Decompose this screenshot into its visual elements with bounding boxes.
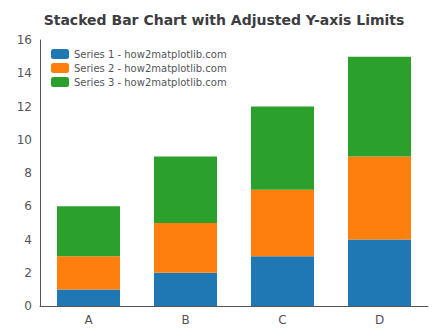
svg-text:Series 2 - how2matplotlib.com: Series 2 - how2matplotlib.com xyxy=(74,63,227,74)
svg-text:B: B xyxy=(181,313,189,327)
svg-text:Series 3 - how2matplotlib.com: Series 3 - how2matplotlib.com xyxy=(74,77,227,88)
svg-text:8: 8 xyxy=(24,166,32,180)
svg-text:14: 14 xyxy=(17,66,32,80)
svg-text:Stacked Bar Chart with Adjuste: Stacked Bar Chart with Adjusted Y-axis L… xyxy=(44,12,405,28)
svg-text:16: 16 xyxy=(17,33,32,47)
svg-text:6: 6 xyxy=(24,199,32,213)
svg-text:10: 10 xyxy=(17,133,32,147)
svg-text:Series 1 - how2matplotlib.com: Series 1 - how2matplotlib.com xyxy=(74,49,227,60)
svg-text:4: 4 xyxy=(24,233,32,247)
svg-text:C: C xyxy=(278,313,286,327)
svg-text:A: A xyxy=(84,313,93,327)
svg-text:12: 12 xyxy=(17,100,32,114)
svg-text:2: 2 xyxy=(24,266,32,280)
svg-text:D: D xyxy=(375,313,384,327)
svg-text:0: 0 xyxy=(24,299,32,313)
